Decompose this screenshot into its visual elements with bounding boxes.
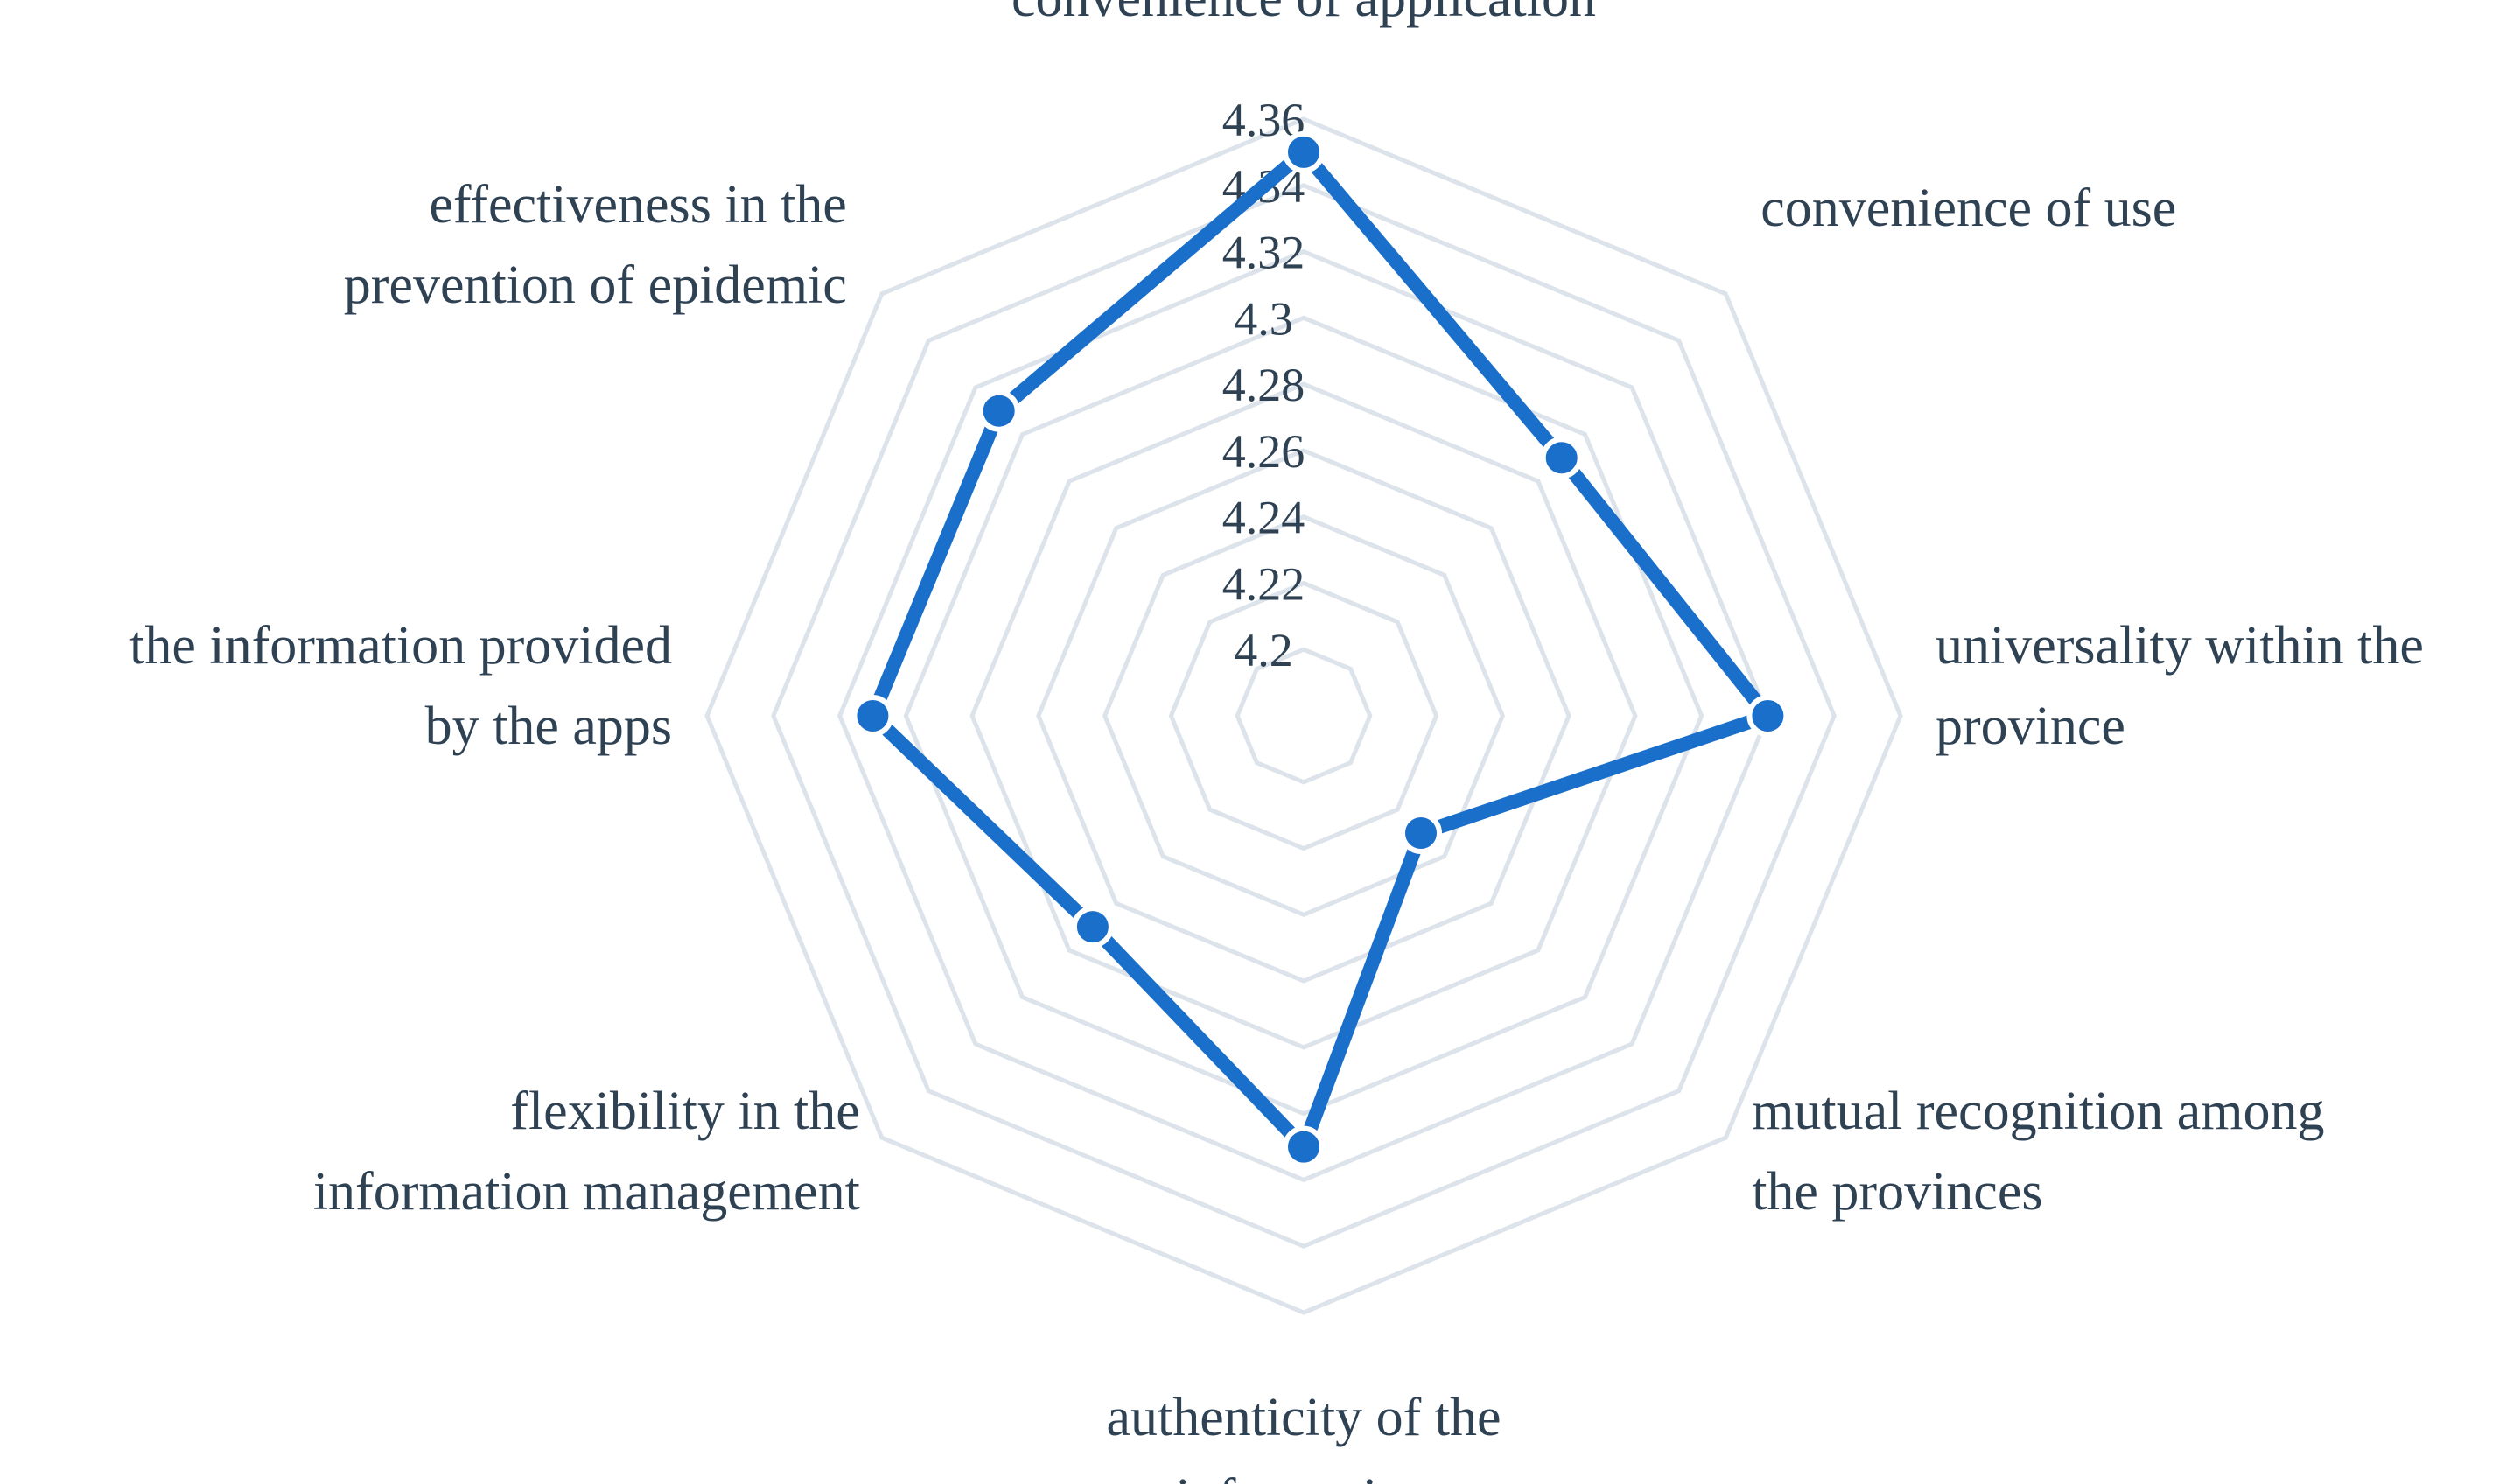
grid-ring (1168, 580, 1439, 851)
tick-label: 4.26 (1222, 425, 1306, 478)
series-line (864, 142, 1780, 1160)
data-point (1400, 812, 1442, 854)
axis-label: effectiveness in the prevention of epidem… (344, 175, 847, 315)
series-layer (851, 130, 1789, 1168)
tick-label: 4.32 (1222, 227, 1306, 279)
axis-label: convenience of use (1760, 178, 2176, 238)
data-point (1283, 130, 1325, 173)
data-point (851, 695, 894, 737)
grid-ring (836, 248, 1771, 1183)
data-point (977, 389, 1020, 432)
tick-label: 4.22 (1222, 557, 1306, 610)
axis-label: flexibility in the information management (313, 1082, 860, 1222)
grid-ring (1102, 514, 1506, 918)
tick-label: 4.24 (1222, 492, 1306, 544)
axis-label: the information provided by the apps (130, 616, 672, 756)
axis-label: mutual recognition among the provinces (1752, 1082, 2324, 1222)
axis-labels: convenience of application convenience of… (130, 0, 2424, 1484)
tick-label: 4.28 (1222, 359, 1306, 411)
grid-ring (704, 116, 1903, 1315)
grid-ring (970, 382, 1638, 1050)
axis-label: convenience of application (1012, 0, 1596, 28)
axis-label: universality within the province (1936, 616, 2424, 756)
grid-ring (1235, 647, 1373, 785)
data-point (1283, 1125, 1325, 1168)
grid-ring (771, 183, 1837, 1249)
data-point (1540, 437, 1583, 480)
data-point (1746, 695, 1789, 737)
tick-label: 4.2 (1234, 624, 1293, 676)
data-point (1071, 906, 1114, 948)
tick-label: 4.3 (1234, 292, 1293, 345)
grid-ring (1036, 448, 1572, 984)
